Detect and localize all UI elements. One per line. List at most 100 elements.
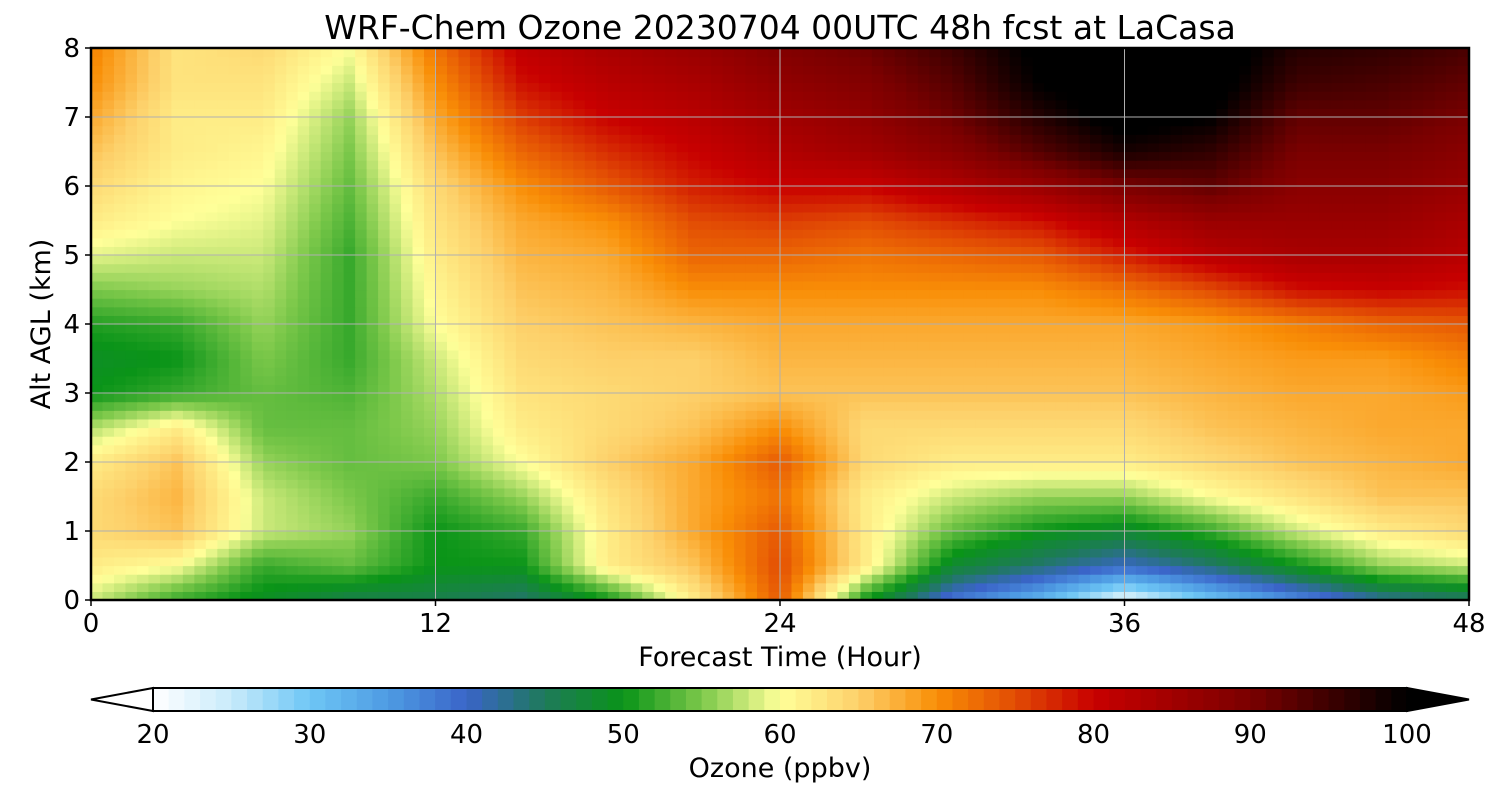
heatmap-cell	[561, 298, 574, 308]
heatmap-cell	[1239, 548, 1252, 558]
heatmap-cell	[780, 444, 793, 454]
heatmap-cell	[1158, 591, 1172, 600]
heatmap-cell	[1285, 436, 1298, 446]
heatmap-cell	[136, 272, 150, 282]
heatmap-cell	[1354, 263, 1367, 273]
heatmap-cell	[619, 401, 632, 411]
heatmap-cell	[309, 496, 322, 506]
heatmap-cell	[848, 255, 861, 265]
heatmap-cell	[194, 487, 207, 498]
heatmap-cell	[1227, 582, 1240, 592]
heatmap-cell	[584, 280, 597, 291]
heatmap-cell	[837, 263, 850, 273]
heatmap-cell	[343, 427, 356, 437]
heatmap-cell	[734, 332, 747, 342]
heatmap-cell	[492, 470, 505, 480]
heatmap-cell	[1067, 487, 1080, 498]
heatmap-cell	[596, 427, 609, 437]
heatmap-cell	[412, 556, 425, 567]
heatmap-cell	[91, 462, 104, 472]
heatmap-cell	[458, 574, 471, 584]
heatmap-cell	[711, 556, 724, 567]
heatmap-cell	[228, 487, 241, 498]
heatmap-cell	[274, 591, 287, 600]
heatmap-cell	[320, 513, 333, 523]
heatmap-cell	[952, 289, 965, 299]
heatmap-cell	[286, 436, 299, 446]
heatmap-cell	[825, 565, 839, 575]
heatmap-cell	[217, 272, 230, 282]
heatmap-cell	[711, 272, 724, 282]
heatmap-cell	[665, 298, 678, 308]
heatmap-cell	[1181, 505, 1194, 515]
heatmap-cell	[102, 332, 115, 342]
heatmap-cell	[1090, 487, 1103, 498]
heatmap-cell	[194, 444, 207, 454]
heatmap-cell	[1342, 418, 1355, 429]
heatmap-cell	[1319, 436, 1332, 446]
heatmap-cell	[458, 367, 471, 377]
heatmap-cell	[1135, 272, 1149, 282]
heatmap-cell	[1296, 548, 1309, 558]
heatmap-cell	[91, 548, 104, 558]
heatmap-cell	[986, 505, 999, 515]
heatmap-cell	[1181, 513, 1194, 523]
heatmap-cell	[871, 522, 884, 532]
heatmap-cell	[1411, 375, 1424, 385]
heatmap-cell	[332, 418, 345, 429]
heatmap-cell	[998, 591, 1011, 600]
heatmap-cell	[297, 367, 310, 377]
heatmap-cell	[1446, 263, 1459, 273]
heatmap-cell	[676, 582, 689, 592]
heatmap-cell	[814, 341, 827, 351]
heatmap-cell	[561, 315, 574, 325]
heatmap-cell	[1411, 444, 1424, 454]
heatmap-cell	[1365, 531, 1378, 541]
heatmap-cell	[1273, 496, 1286, 506]
heatmap-cell	[515, 444, 528, 454]
heatmap-cell	[825, 513, 839, 523]
heatmap-cell	[171, 462, 184, 472]
heatmap-cell	[113, 548, 127, 558]
heatmap-cell	[963, 462, 976, 472]
heatmap-cell	[653, 367, 666, 377]
heatmap-cell	[274, 479, 287, 489]
heatmap-cell	[1067, 349, 1080, 360]
heatmap-cell	[814, 358, 827, 368]
heatmap-cell	[1342, 436, 1355, 446]
heatmap-cell	[596, 513, 609, 523]
heatmap-cell	[952, 539, 965, 549]
heatmap-cell	[1021, 324, 1034, 334]
heatmap-cell	[332, 255, 345, 265]
heatmap-cell	[1044, 462, 1057, 472]
heatmap-cell	[1273, 289, 1286, 299]
heatmap-cell	[768, 479, 781, 489]
heatmap-cell	[653, 332, 666, 342]
heatmap-cell	[975, 272, 988, 282]
heatmap-cell	[906, 237, 919, 247]
heatmap-cell	[1285, 565, 1298, 575]
heatmap-cell	[802, 574, 816, 584]
heatmap-cell	[986, 522, 999, 532]
heatmap-cell	[125, 418, 138, 429]
heatmap-cell	[297, 246, 310, 256]
heatmap-cell	[894, 513, 907, 523]
heatmap-cell	[860, 513, 873, 523]
heatmap-cell	[952, 436, 965, 446]
heatmap-cell	[848, 315, 861, 325]
heatmap-cell	[332, 384, 345, 394]
heatmap-cell	[998, 436, 1011, 446]
heatmap-cell	[136, 280, 150, 291]
heatmap-cell	[492, 324, 505, 334]
heatmap-cell	[1124, 556, 1137, 567]
heatmap-cell	[802, 453, 816, 463]
heatmap-cell	[148, 324, 161, 334]
heatmap-cell	[1216, 462, 1229, 472]
heatmap-cell	[217, 410, 230, 420]
heatmap-cell	[159, 444, 172, 454]
heatmap-cell	[596, 255, 609, 265]
heatmap-cell	[871, 332, 884, 342]
heatmap-cell	[102, 315, 115, 325]
heatmap-cell	[1055, 306, 1068, 316]
heatmap-cell	[848, 289, 861, 299]
